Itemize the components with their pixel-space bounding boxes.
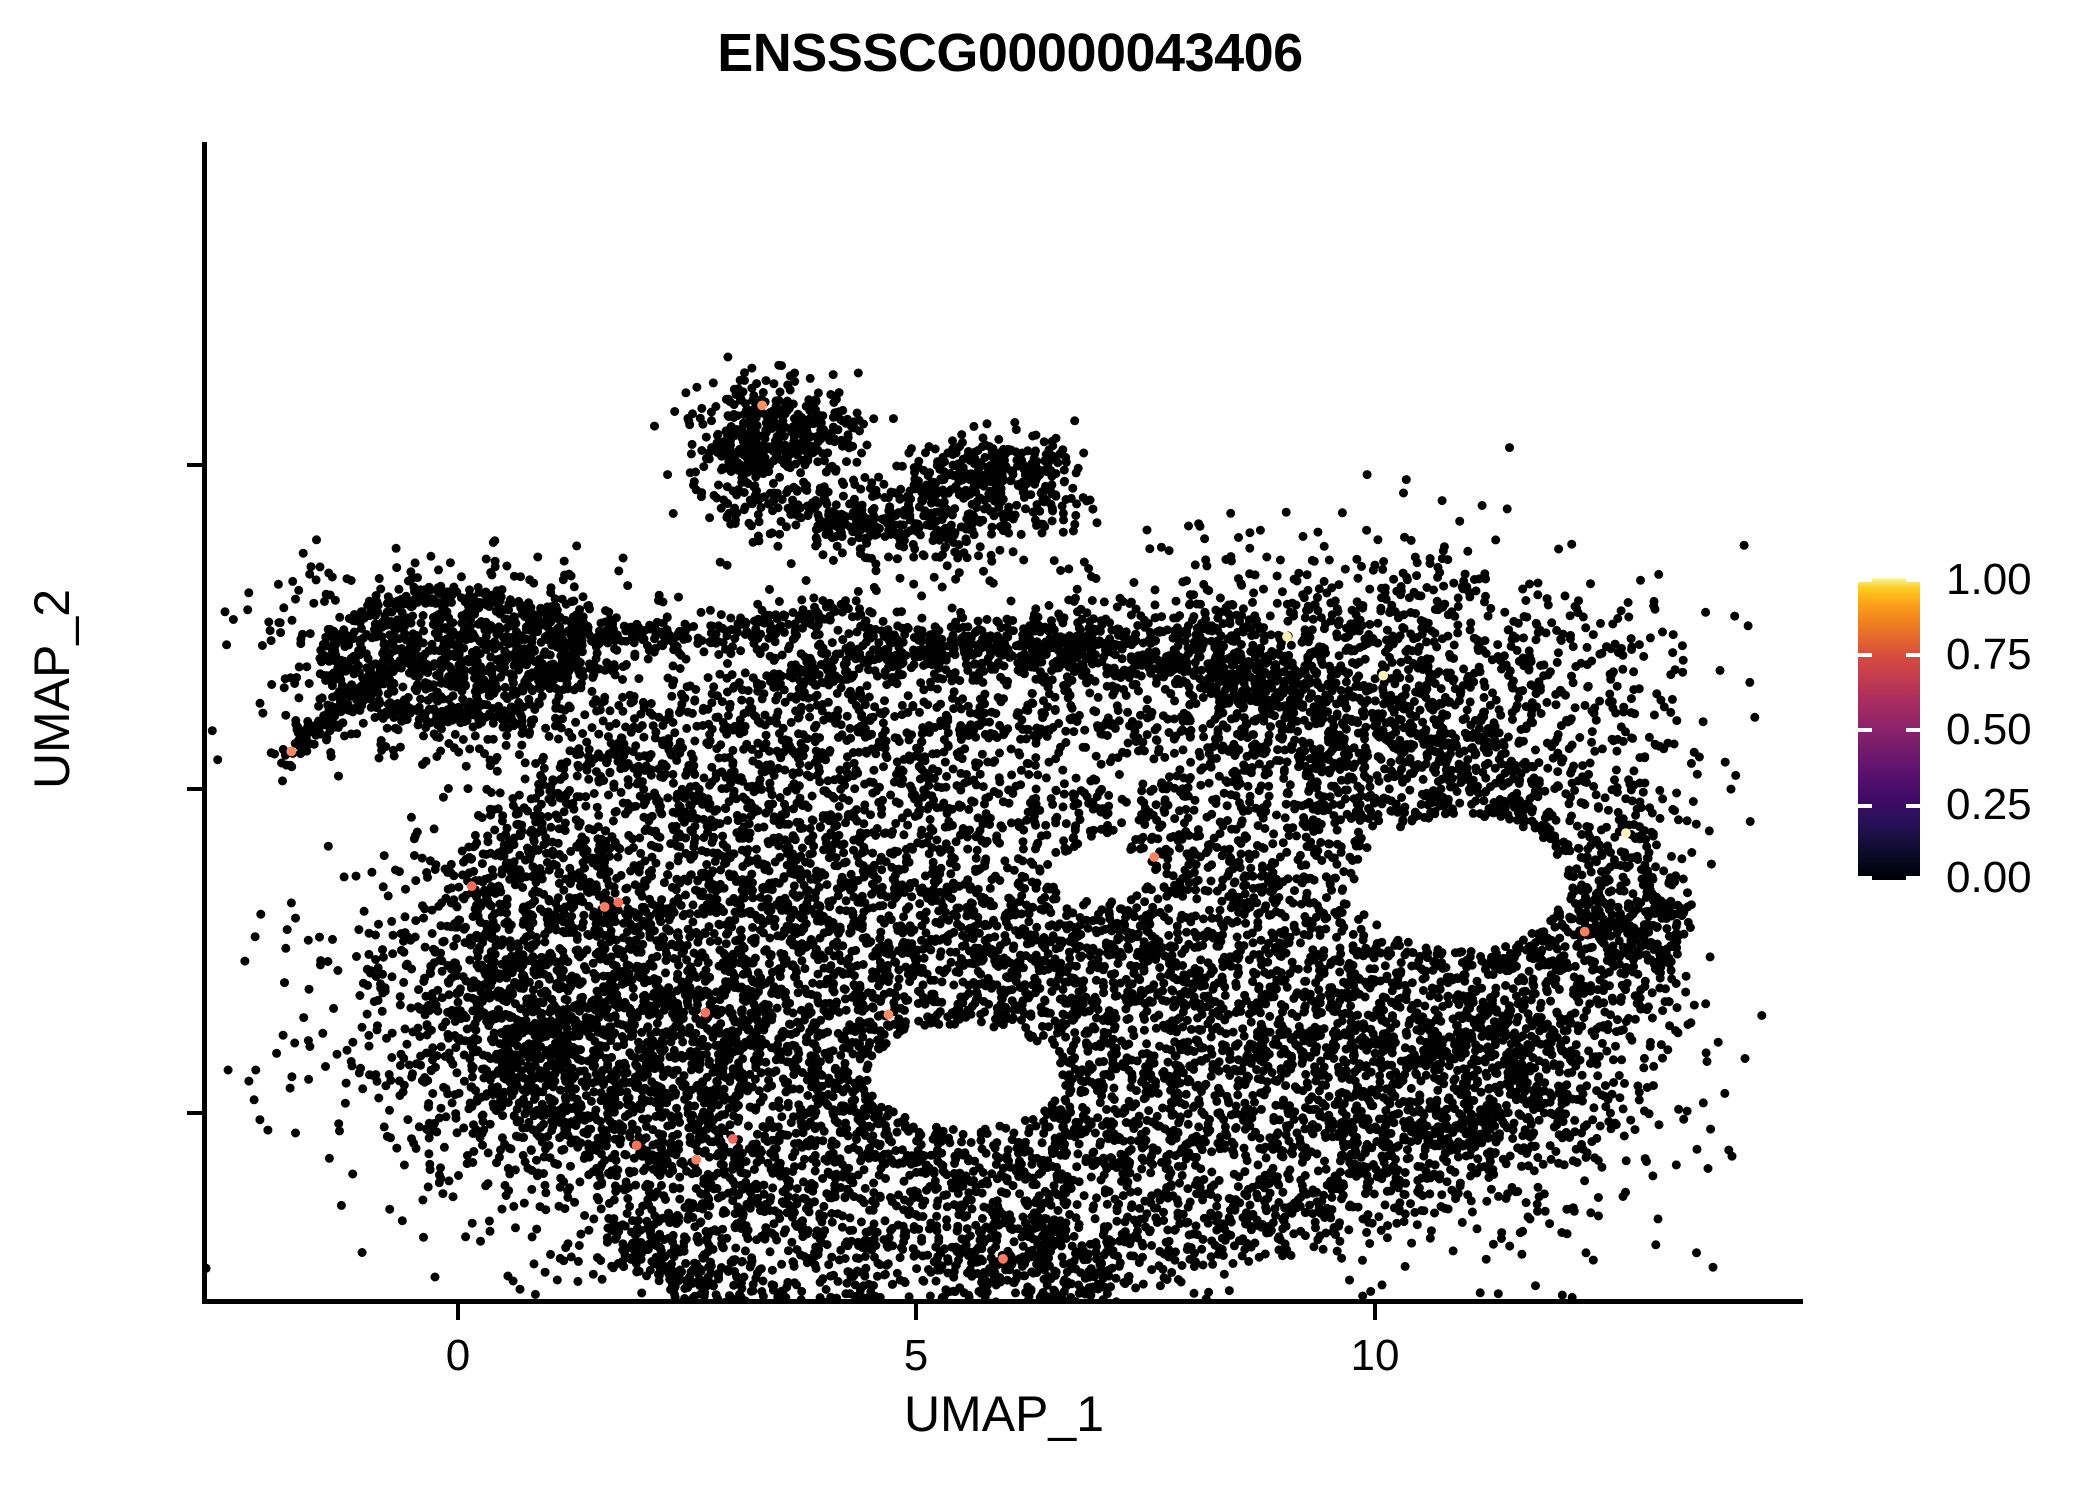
scatter-point-highlighted [467, 881, 477, 891]
colorbar-label: 0.25 [1946, 783, 2032, 827]
x-tick-mark [914, 1304, 918, 1320]
colorbar-tick [1906, 728, 1920, 732]
plot-panel [205, 142, 1803, 1301]
x-tick-label: 5 [904, 1334, 928, 1378]
colorbar-tick [1858, 578, 1872, 582]
scatter-point-highlighted [286, 747, 296, 757]
scatter-point-highlighted [1282, 632, 1292, 642]
colorbar-label: 0.75 [1946, 633, 2032, 677]
scatter-point-highlighted [1378, 671, 1388, 681]
page-title: ENSSSCG00000043406 [0, 22, 2020, 84]
scatter-point-highlighted [1621, 828, 1631, 838]
colorbar-tick [1858, 728, 1872, 732]
x-axis-line [202, 1299, 1803, 1304]
scatter-point-highlighted [1149, 852, 1159, 862]
y-axis-line [202, 142, 207, 1304]
x-tick-mark [456, 1304, 460, 1320]
colorbar-tick [1858, 804, 1872, 808]
scatter-point-highlighted [700, 1008, 710, 1018]
x-tick-label: 10 [1351, 1334, 1400, 1378]
colorbar-label: 0.50 [1946, 708, 2032, 752]
y-tick-mark [187, 787, 203, 791]
colorbar-tick [1906, 876, 1920, 880]
x-axis-label: UMAP_1 [205, 1385, 1803, 1443]
scatter-point-highlighted [600, 902, 610, 912]
colorbar-tick [1906, 578, 1920, 582]
scatter-point-highlighted [998, 1254, 1008, 1264]
colorbar-label: 1.00 [1946, 558, 2032, 602]
x-tick-mark [1373, 1304, 1377, 1320]
colorbar-tick [1858, 876, 1872, 880]
scatter-points [205, 142, 1803, 1301]
y-axis-label: UMAP_2 [23, 479, 81, 899]
x-tick-label: 0 [446, 1334, 470, 1378]
scatter-point-highlighted [884, 1010, 894, 1020]
colorbar-label: 0.00 [1946, 856, 2032, 900]
scatter-point-highlighted [1580, 927, 1590, 937]
scatter-point-highlighted [632, 1141, 642, 1151]
scatter-point-highlighted [757, 401, 767, 411]
y-tick-mark [187, 1111, 203, 1115]
scatter-point-highlighted [613, 898, 623, 908]
y-tick-mark [187, 463, 203, 467]
colorbar-tick [1906, 804, 1920, 808]
color-legend: 1.00 0.75 0.50 0.25 0.00 [1858, 578, 2088, 880]
scatter-point-group-zero [205, 353, 1766, 1302]
colorbar-tick [1858, 653, 1872, 657]
scatter-point-highlighted [691, 1155, 701, 1165]
scatter-point-highlighted [728, 1134, 738, 1144]
colorbar-tick [1906, 653, 1920, 657]
